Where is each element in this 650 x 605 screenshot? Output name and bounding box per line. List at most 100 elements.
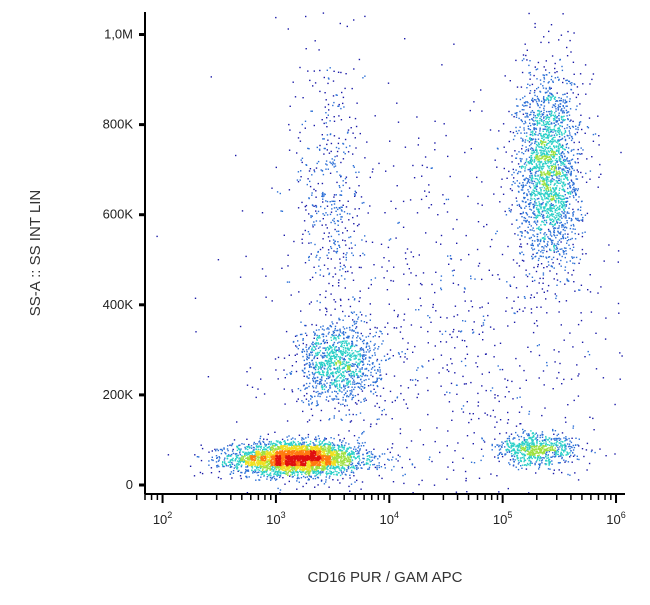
- event-point: [321, 182, 324, 185]
- event-point: [517, 185, 519, 187]
- event-point: [547, 136, 550, 138]
- event-point: [530, 312, 533, 314]
- event-point: [369, 319, 371, 321]
- event-point: [316, 357, 319, 359]
- event-point: [330, 314, 332, 316]
- event-point: [342, 268, 344, 270]
- event-point: [553, 229, 555, 232]
- event-point: [374, 405, 376, 407]
- event-point: [440, 288, 443, 291]
- event-point: [274, 431, 276, 433]
- event-point: [334, 308, 336, 310]
- event-point: [373, 365, 376, 368]
- event-point: [578, 373, 580, 375]
- event-point: [358, 370, 360, 373]
- event-point: [555, 121, 557, 123]
- event-point: [365, 379, 367, 381]
- event-point: [559, 130, 561, 132]
- event-point: [331, 472, 333, 474]
- event-point: [335, 251, 337, 253]
- event-point: [558, 301, 561, 303]
- event-point: [507, 411, 509, 414]
- event-point: [439, 316, 442, 318]
- event-point: [532, 189, 534, 191]
- event-point: [586, 212, 589, 215]
- event-point: [598, 135, 600, 137]
- event-point: [558, 227, 560, 229]
- event-point: [581, 448, 584, 450]
- event-point: [534, 22, 536, 25]
- event-point: [369, 349, 371, 352]
- event-point: [537, 161, 539, 163]
- event-point: [529, 139, 532, 141]
- event-point: [333, 207, 336, 209]
- event-point: [284, 470, 286, 472]
- event-point: [333, 159, 336, 161]
- event-point: [559, 233, 562, 235]
- event-point: [351, 340, 353, 343]
- event-point: [317, 210, 320, 213]
- event-point: [561, 112, 564, 114]
- event-point: [569, 332, 571, 334]
- event-point: [309, 185, 312, 188]
- event-point: [555, 251, 558, 253]
- event-point: [535, 131, 537, 133]
- event-point: [464, 288, 466, 290]
- event-point: [316, 380, 319, 382]
- event-point: [344, 331, 347, 334]
- event-point: [552, 220, 555, 222]
- event-point: [369, 176, 371, 179]
- event-point: [519, 387, 521, 389]
- event-point: [549, 444, 551, 446]
- event-point: [322, 335, 325, 338]
- event-point: [301, 351, 303, 353]
- event-point: [315, 324, 318, 326]
- event-point: [533, 248, 536, 250]
- event-point: [370, 453, 373, 455]
- event-point: [242, 451, 244, 453]
- event-point: [542, 113, 545, 116]
- event-point: [450, 382, 453, 385]
- event-point: [504, 446, 506, 448]
- event-point: [520, 160, 522, 163]
- event-point: [378, 462, 380, 464]
- event-point: [497, 457, 499, 459]
- event-point: [513, 443, 516, 446]
- event-point: [334, 163, 336, 165]
- event-point: [556, 246, 558, 248]
- event-point: [273, 473, 275, 476]
- event-point: [337, 479, 339, 481]
- event-point: [313, 205, 315, 207]
- event-point: [314, 243, 316, 246]
- event-point: [350, 467, 352, 469]
- event-point: [353, 379, 355, 381]
- event-point: [353, 381, 356, 383]
- event-point: [530, 143, 532, 146]
- event-point: [557, 218, 560, 221]
- event-point: [426, 166, 428, 169]
- event-point: [531, 156, 533, 159]
- event-point: [523, 464, 526, 466]
- event-point: [542, 176, 544, 178]
- event-point: [526, 439, 528, 441]
- event-point: [331, 321, 333, 323]
- event-point: [320, 354, 322, 357]
- event-point: [573, 183, 575, 186]
- event-point: [329, 442, 332, 444]
- event-point: [343, 385, 345, 388]
- event-point: [565, 101, 568, 104]
- event-point: [511, 307, 513, 309]
- event-point: [317, 337, 320, 339]
- event-point: [406, 407, 409, 409]
- event-point: [573, 256, 575, 259]
- event-point: [517, 463, 520, 465]
- event-point: [443, 123, 445, 125]
- event-point: [329, 161, 331, 163]
- event-point: [527, 198, 529, 201]
- event-point: [360, 388, 363, 390]
- event-point: [241, 471, 243, 474]
- event-point: [510, 444, 513, 446]
- event-point: [482, 455, 484, 457]
- event-point: [337, 387, 339, 390]
- event-point: [321, 193, 323, 195]
